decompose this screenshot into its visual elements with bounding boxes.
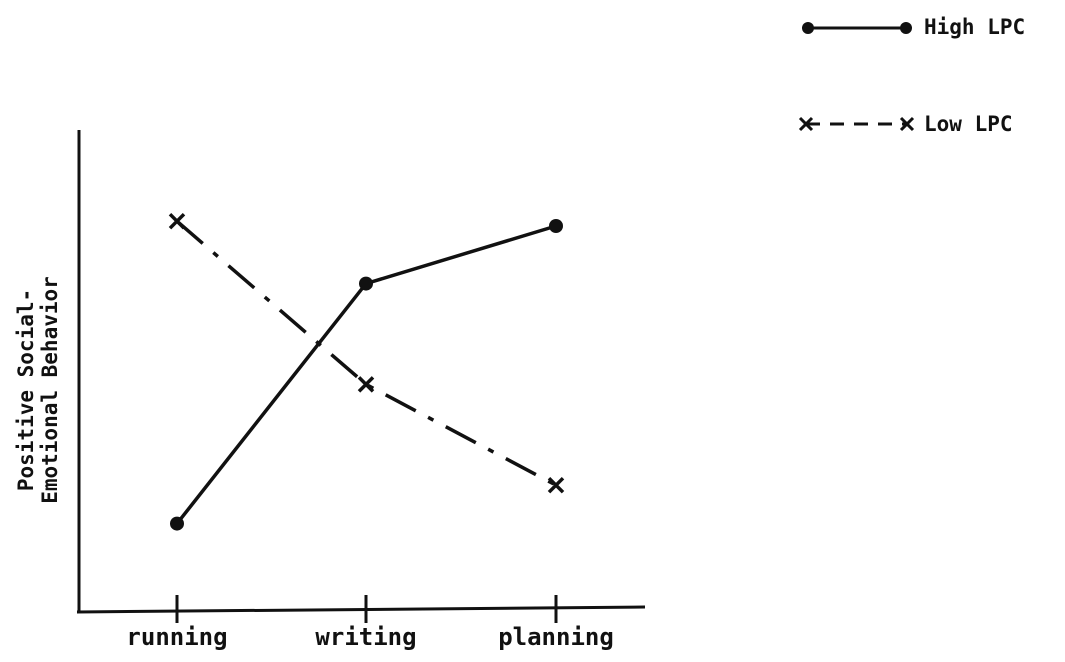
point-low-lpc-running (168, 212, 186, 230)
series-low-lpc (168, 212, 565, 494)
series-high-lpc (170, 219, 563, 531)
point-low-lpc-writing (357, 376, 375, 393)
point-high-lpc-planning (549, 219, 563, 233)
series-line-low-lpc (175, 219, 557, 487)
legend-marker-high-lpc-end (900, 22, 912, 34)
y-axis-label-line-2: Emotional Behavior (38, 276, 62, 504)
legend-marker-high-lpc-start (802, 22, 814, 34)
x-tick-label-writing: writing (315, 623, 416, 651)
legend-label-low-lpc: Low LPC (924, 112, 1013, 136)
legend-marker-low-lpc-start (798, 116, 814, 132)
legend-marker-low-lpc-end (899, 116, 915, 132)
legend: High LPC Low LPC (798, 15, 1025, 136)
x-ticks: running writing planning (126, 595, 614, 651)
legend-item-high-lpc: High LPC (802, 15, 1025, 39)
x-axis (76, 605, 646, 614)
point-low-lpc-planning (547, 476, 565, 494)
point-high-lpc-writing (359, 276, 373, 291)
x-tick-label-running: running (126, 623, 227, 651)
legend-label-high-lpc: High LPC (924, 15, 1025, 39)
x-tick-label-planning: planning (498, 623, 614, 651)
y-axis-label-line-1: Positive Social- (14, 289, 38, 491)
legend-item-low-lpc: Low LPC (798, 112, 1013, 136)
y-axis-label: Positive Social- Emotional Behavior (14, 276, 62, 504)
point-high-lpc-running (170, 516, 184, 531)
series-layer (168, 212, 565, 531)
